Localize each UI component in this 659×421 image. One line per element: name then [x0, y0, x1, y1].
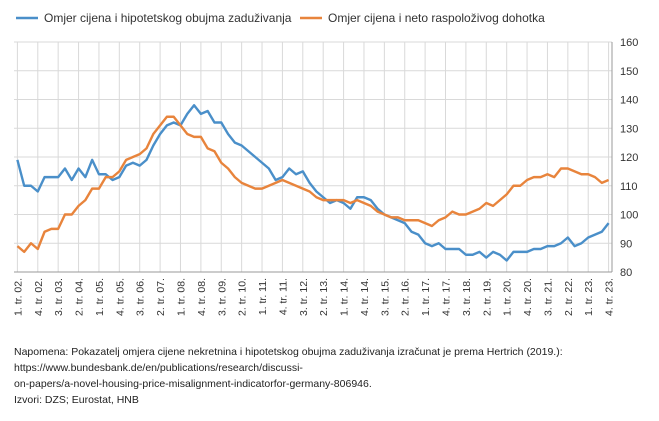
x-tick-label: 2. tr. 07. [155, 278, 167, 316]
x-tick-label: 3. tr. 03. [53, 278, 65, 316]
x-tick-label: 1. tr. 05. [94, 278, 106, 316]
note-line: https://www.bundesbank.de/en/publication… [14, 362, 303, 374]
note-line: Napomena: Pokazatelj omjera cijene nekre… [14, 346, 563, 358]
x-tick-label: 3. tr. 06. [135, 278, 147, 316]
x-tick-label: 4. tr. 05. [114, 278, 126, 316]
y-tick-label: 100 [620, 210, 638, 222]
x-tick-label: 4. tr. 08. [196, 278, 208, 316]
x-tick-label: 3. tr. 18. [461, 278, 473, 316]
x-tick-label: 3. tr. 09. [216, 278, 228, 316]
x-tick-label: 2. tr. 16. [400, 278, 412, 316]
x-tick-label: 3. tr. 12. [298, 278, 310, 316]
series-line [16, 115, 610, 254]
y-tick-label: 150 [620, 66, 638, 78]
x-tick-label: 4. tr. 20. [522, 278, 534, 316]
x-tick-label: 1. tr. 14. [339, 278, 351, 316]
series-line [16, 104, 610, 262]
x-tick-label: 2. tr. 04. [74, 278, 86, 316]
note-line: on-papers/a-novel-housing-price-misalign… [14, 378, 372, 390]
x-tick-label: 4. tr. 17. [441, 278, 453, 316]
note-line: Izvori: DZS; Eurostat, HNB [14, 394, 139, 406]
chart: 80 90 100 110 120 130 140 150 160 1. tr. 02. 4. tr… [12, 11, 638, 316]
legend-label: Omjer cijena i neto raspoloživog dohotka [328, 11, 545, 25]
x-tick-label: 4. tr. 11. [277, 278, 289, 315]
x-tick-label: 1. tr. 02. [12, 278, 24, 316]
x-tick-label: 3. tr. 21. [542, 278, 554, 316]
x-tick-label: 2. tr. 13. [318, 278, 330, 316]
legend-label: Omjer cijena i hipotetskog obujma zaduži… [44, 11, 292, 25]
y-tick-label: 140 [620, 95, 638, 107]
y-tick-label: 160 [620, 37, 638, 49]
x-tick-label: 1. tr. 20. [502, 278, 514, 316]
x-tick-label: 4. tr. 14. [359, 278, 371, 316]
x-tick-label: 1. tr. 17. [420, 278, 432, 316]
y-tick-label: 120 [620, 152, 638, 164]
x-tick-label: 4. tr. 23. [604, 278, 616, 316]
x-tick-label: 1. tr. 11. [257, 278, 269, 315]
x-tick-label: 2. tr. 10. [237, 278, 249, 316]
x-tick-label: 4. tr. 02. [33, 278, 45, 316]
y-tick-label: 80 [620, 267, 632, 279]
x-tick-label: 1. tr. 08. [175, 278, 187, 316]
y-tick-label: 90 [620, 238, 632, 250]
y-tick-label: 110 [620, 181, 638, 193]
notes: Napomena: Pokazatelj omjera cijene nekre… [14, 344, 654, 408]
y-tick-label: 130 [620, 123, 638, 135]
x-tick-label: 2. tr. 19. [481, 278, 493, 316]
x-tick-label: 3. tr. 15. [379, 278, 391, 316]
x-tick-label: 2. tr. 22. [563, 278, 575, 316]
x-tick-label: 1. tr. 23. [583, 278, 595, 316]
